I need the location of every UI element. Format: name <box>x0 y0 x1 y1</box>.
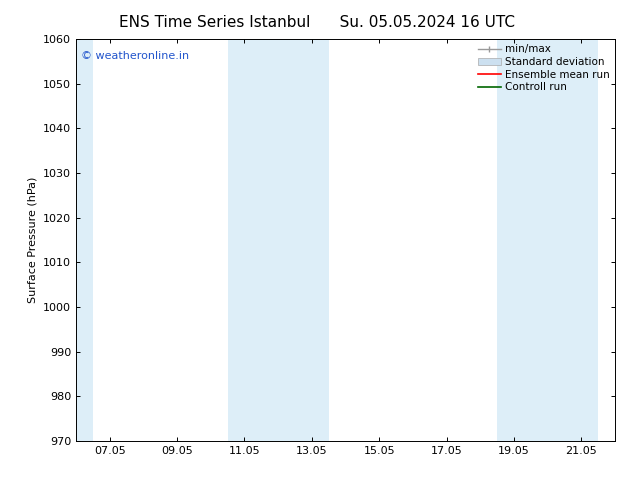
Y-axis label: Surface Pressure (hPa): Surface Pressure (hPa) <box>27 177 37 303</box>
Text: © weatheronline.in: © weatheronline.in <box>81 51 190 61</box>
Text: ENS Time Series Istanbul      Su. 05.05.2024 16 UTC: ENS Time Series Istanbul Su. 05.05.2024 … <box>119 15 515 30</box>
Legend: min/max, Standard deviation, Ensemble mean run, Controll run: min/max, Standard deviation, Ensemble me… <box>476 42 612 94</box>
Bar <box>76 39 93 441</box>
Bar <box>497 39 598 441</box>
Bar <box>228 39 328 441</box>
